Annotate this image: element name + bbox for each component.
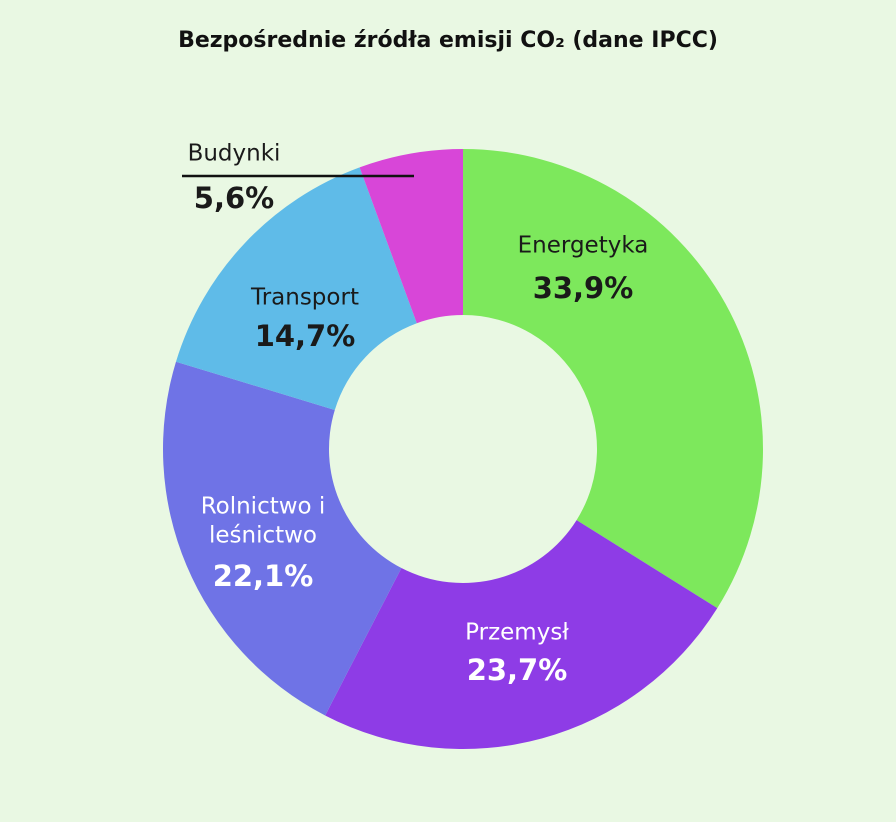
value-label: 22,1%	[212, 558, 314, 593]
value-label: 33,9%	[532, 270, 634, 305]
donut-slice	[325, 520, 718, 749]
value-label: 14,7%	[254, 318, 356, 353]
value-label: 5,6%	[193, 180, 275, 215]
donut-slice	[162, 361, 402, 716]
donut-slice	[175, 167, 417, 411]
slice-label: Transport	[251, 284, 359, 311]
slice-label: Rolnictwo i leśnictwo	[200, 493, 326, 548]
slice-label: Energetyka	[517, 232, 649, 259]
slice-label: Przemysł	[465, 619, 569, 646]
slice-label: Budynki	[187, 140, 281, 167]
chart-title: Bezpośrednie źródła emisji CO₂ (dane IPC…	[178, 28, 718, 53]
value-label: 23,7%	[466, 652, 568, 687]
donut-slice	[359, 149, 463, 324]
donut-slice	[463, 149, 764, 609]
